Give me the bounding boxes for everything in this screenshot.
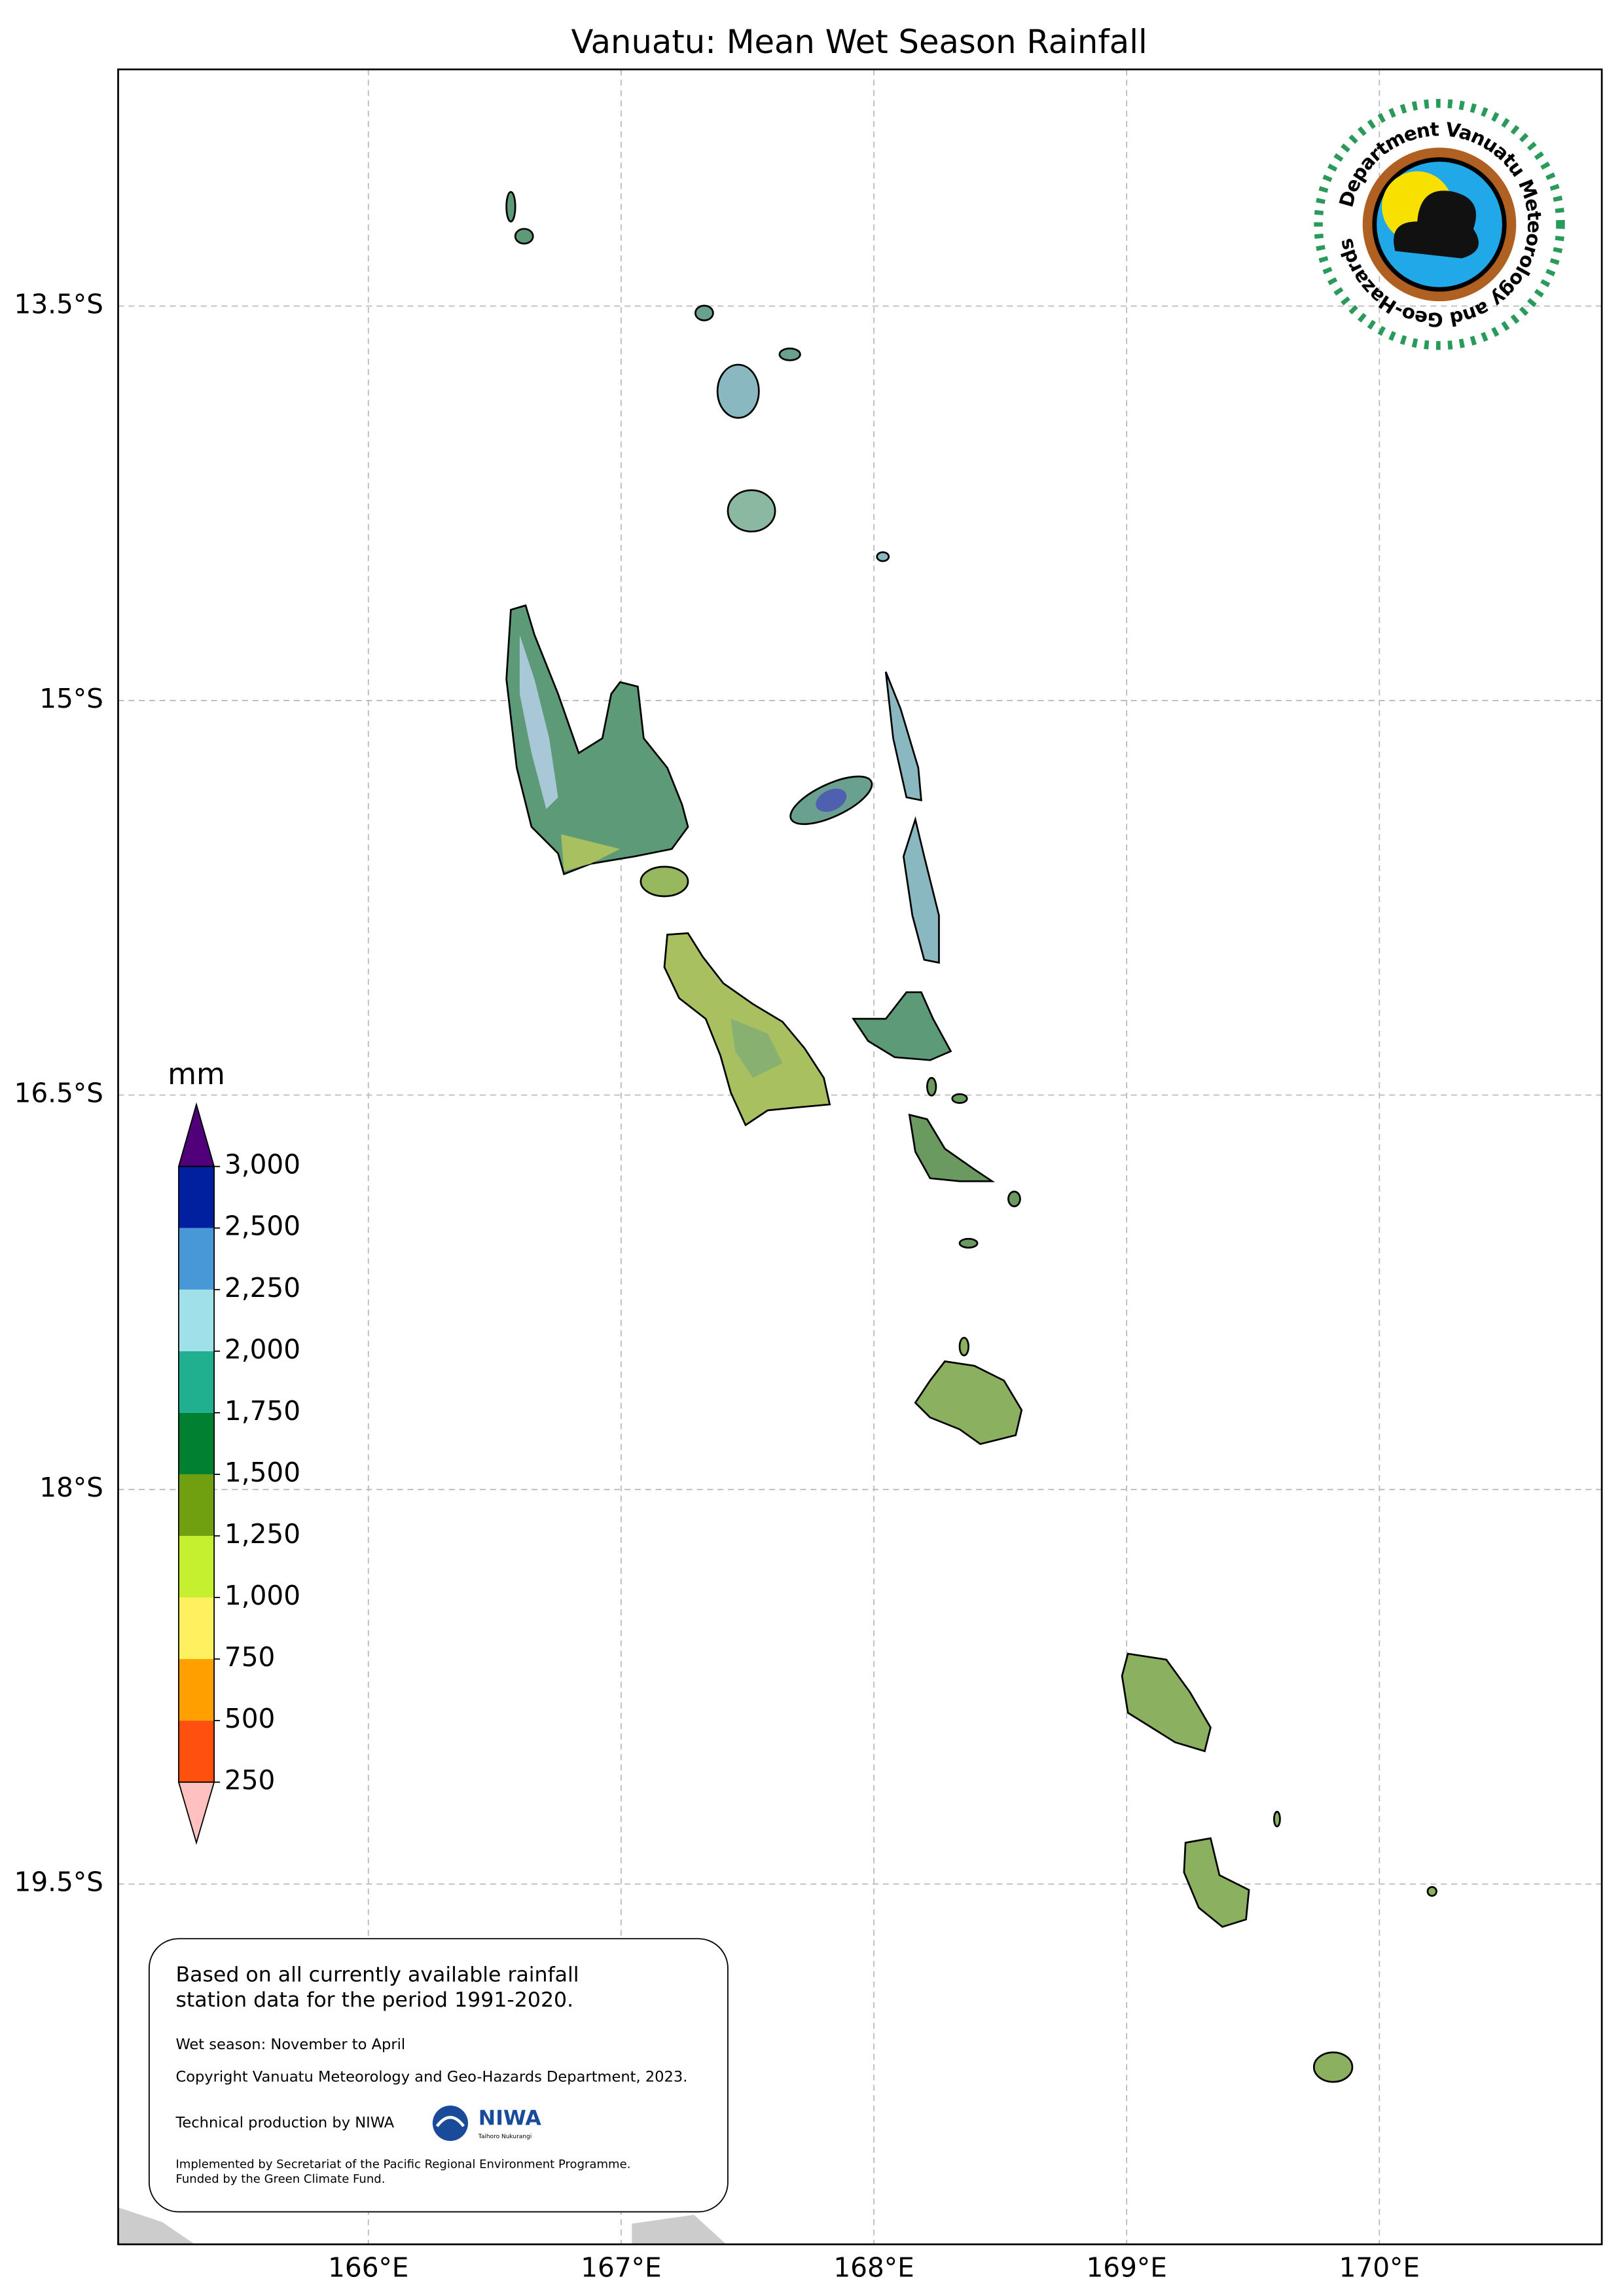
colorbar-segment [178,1474,215,1536]
colorbar-label: 1,000 [225,1580,300,1611]
island [727,489,776,533]
colorbar-label: 2,000 [225,1334,300,1365]
y-tick-label: 13.5°S [14,289,103,320]
colorbar-label: 1,500 [225,1457,300,1488]
x-tick-label: 170°E [1339,2251,1420,2283]
island [505,191,516,223]
island-relief [816,788,847,812]
island [958,1336,969,1357]
niwa-name: NIWA [478,2106,542,2130]
island [908,1113,996,1182]
colorbar-unit: mm [168,1057,225,1091]
island [958,1237,979,1249]
colorbar-label: 2,500 [225,1211,300,1242]
y-tick-label: 18°S [39,1472,103,1503]
x-tick-label: 167°E [581,2251,661,2283]
colorbar-segment [178,1412,215,1474]
island [1183,1837,1250,1928]
island [694,304,714,321]
colorbar-label: 1,750 [225,1395,300,1427]
island [716,363,760,419]
island [902,816,940,964]
colorbar-label: 250 [225,1764,275,1796]
note-line: Based on all currently available rainfal… [175,1963,579,1987]
island [1007,1190,1021,1207]
land [118,191,1437,2245]
island-relief [519,634,558,809]
colorbar-label: 3,000 [225,1149,300,1180]
x-tick-label: 168°E [833,2251,914,2283]
colorbar: mm 250 500 750 1,000 1,250 1,500 1,750 2,000 2,2… [168,1057,300,1845]
colorbar-segment [178,1351,215,1413]
note-funding: Funded by the Green Climate Fund. [175,2172,385,2186]
island [1273,1810,1281,1828]
y-tick-label: 15°S [39,683,103,714]
colorbar-segment [178,1597,215,1660]
island [876,551,890,562]
note-season: Wet season: November to April [175,2036,405,2053]
island [1426,1886,1437,1897]
island [778,347,801,361]
colorbar-segment [178,1721,215,1783]
colorbar-label: 500 [225,1703,275,1734]
colorbar-label: 1,250 [225,1518,300,1550]
island [926,1077,937,1097]
x-tick-label: 169°E [1086,2251,1166,2283]
island-relief [731,1019,783,1078]
neighbour-land [118,2207,195,2245]
note-box: Based on all currently available rainfal… [148,1938,729,2213]
island-relief [561,834,621,871]
island [640,866,689,898]
logo: Department Vanuatu Meteorology and Geo-H… [1314,99,1565,350]
note-production: Technical production by NIWA [175,2115,394,2132]
colorbar-segment [178,1659,215,1721]
colorbar-segment [178,1535,215,1598]
map-title: Vanuatu: Mean Wet Season Rainfall [571,23,1147,61]
niwa-emblem-wave [435,2115,465,2128]
island [1312,2051,1354,2083]
colorbar-label: 750 [225,1641,275,1673]
island [505,604,689,875]
x-tick-label: 166°E [328,2251,408,2283]
island [884,671,922,802]
grid [118,69,1602,2245]
niwa-emblem [432,2105,469,2141]
note-frame [148,1938,729,2213]
note-funding: Implemented by Secretariat of the Pacifi… [175,2157,630,2171]
island [852,991,952,1061]
colorbar-segment [178,1228,215,1290]
colorbar-segment [178,1289,215,1351]
neighbour-land [632,2214,727,2245]
map-frame [117,68,1603,2246]
logo-laurel [1314,99,1565,350]
y-tick-label: 16.5°S [14,1078,103,1109]
island [1121,1652,1212,1753]
island [951,1093,968,1104]
y-tick-label: 19.5°S [14,1867,103,1898]
niwa-subtitle: Taihoro Nukurangi [478,2134,532,2140]
island [514,228,534,245]
colorbar-segment [178,1166,215,1228]
note-copyright: Copyright Vanuatu Meteorology and Geo-Ha… [175,2069,687,2086]
colorbar-label: 2,250 [225,1272,300,1303]
island [914,1360,1023,1446]
note-line: station data for the period 1991-2020. [175,1988,573,2012]
logo-cloud [1394,191,1479,259]
